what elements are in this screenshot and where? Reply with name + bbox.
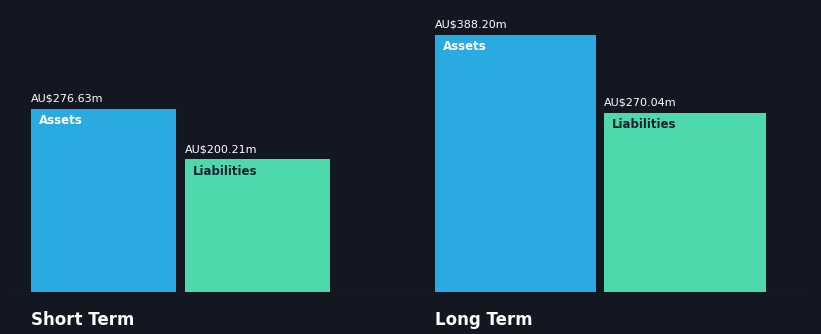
Bar xyxy=(31,109,177,292)
Text: AU$388.20m: AU$388.20m xyxy=(434,19,507,29)
Bar xyxy=(185,159,330,292)
Bar xyxy=(434,35,596,292)
Text: Assets: Assets xyxy=(39,114,83,127)
Text: Liabilities: Liabilities xyxy=(193,165,257,178)
Text: Liabilities: Liabilities xyxy=(612,119,677,131)
Text: AU$276.63m: AU$276.63m xyxy=(31,94,103,104)
Text: Long Term: Long Term xyxy=(434,311,532,329)
Text: Assets: Assets xyxy=(443,40,487,53)
Bar xyxy=(604,113,766,292)
Text: AU$200.21m: AU$200.21m xyxy=(185,144,257,154)
Text: Short Term: Short Term xyxy=(31,311,135,329)
Text: AU$270.04m: AU$270.04m xyxy=(604,98,677,108)
